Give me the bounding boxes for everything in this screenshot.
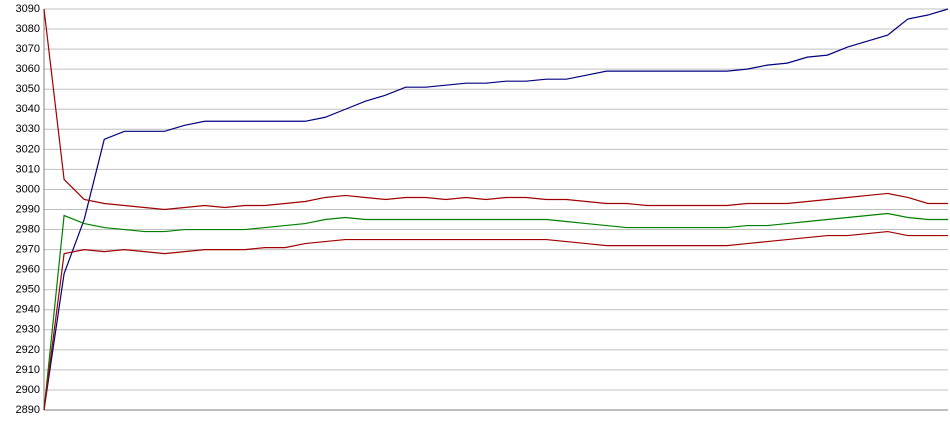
y-tick-label: 2900 xyxy=(16,384,40,396)
y-tick-label: 2990 xyxy=(16,203,40,215)
y-tick-label: 3010 xyxy=(16,163,40,175)
y-tick-label: 2890 xyxy=(16,404,40,416)
series-line xyxy=(43,8,948,211)
y-tick-label: 3030 xyxy=(16,123,40,135)
y-tick-label: 2960 xyxy=(16,264,40,276)
y-tick-label: 3020 xyxy=(16,143,40,155)
y-tick-label: 3060 xyxy=(16,63,40,75)
y-tick-label: 3000 xyxy=(16,183,40,195)
y-tick-label: 2940 xyxy=(16,304,40,316)
y-tick-label: 3070 xyxy=(16,43,40,55)
series-line xyxy=(43,230,948,411)
y-tick-label: 2920 xyxy=(16,344,40,356)
y-tick-label: 3040 xyxy=(16,103,40,115)
y-tick-label: 3080 xyxy=(16,23,40,35)
series-line xyxy=(43,8,949,411)
y-tick-label: 3050 xyxy=(16,83,40,95)
y-tick-label: 2980 xyxy=(16,223,40,235)
y-tick-label: 2910 xyxy=(16,364,40,376)
y-tick-label: 2930 xyxy=(16,324,40,336)
series-line xyxy=(43,212,948,411)
y-tick-label: 2950 xyxy=(16,284,40,296)
y-tick-label: 2970 xyxy=(16,244,40,256)
y-tick-label: 3090 xyxy=(16,3,40,15)
